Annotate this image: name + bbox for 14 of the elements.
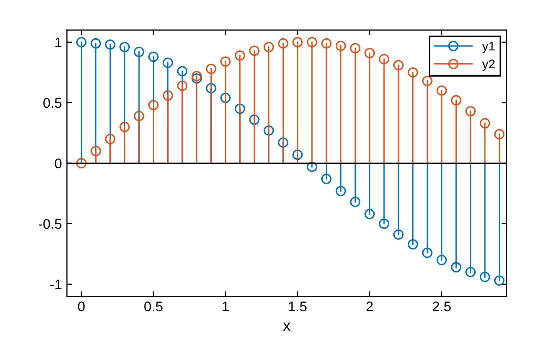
legend-label: y2 [482,60,495,72]
y-tick-label: 0.5 [44,98,62,108]
y-tick-label: -0.5 [39,219,62,230]
x-tick-label: 1 [222,302,229,312]
x-tick-label: 1.5 [289,302,307,312]
x-tick-label: 2.5 [432,302,452,312]
legend-label: y1 [482,42,495,54]
x-tick-label: 0 [78,302,85,312]
x-tick-label: 2 [366,302,374,312]
y-tick-label: -1 [50,280,62,290]
y-tick-label: 1 [56,38,62,48]
x-tick-label: 0.5 [144,302,163,312]
y-tick-label: 0 [55,158,62,169]
x-axis-title: x [283,322,291,331]
